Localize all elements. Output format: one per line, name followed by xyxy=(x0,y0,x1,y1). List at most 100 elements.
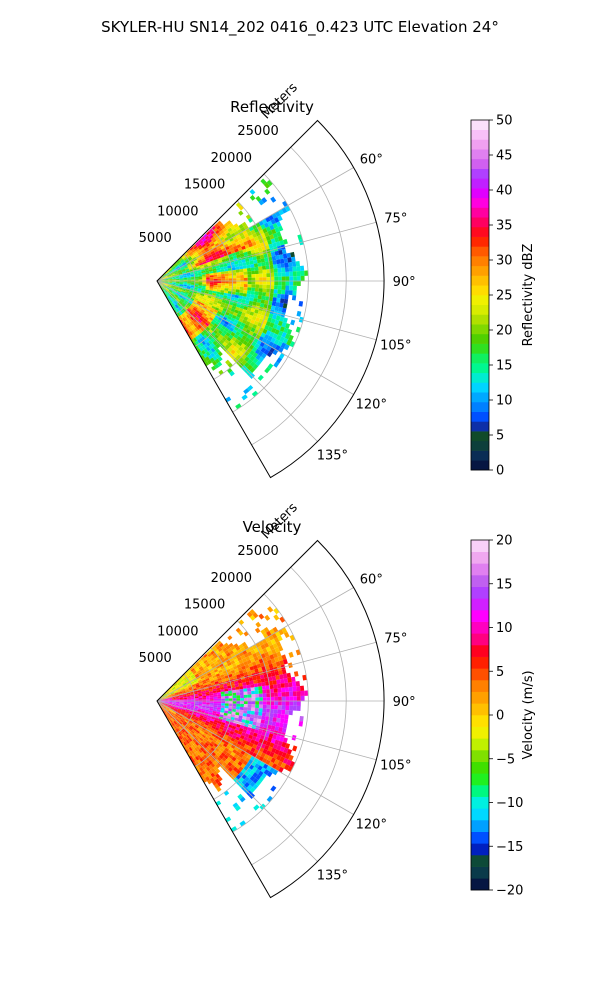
radar-gate xyxy=(280,718,285,724)
radar-gate xyxy=(199,247,204,252)
radar-gate xyxy=(238,210,244,216)
radar-gate xyxy=(237,718,243,723)
radar-gate xyxy=(206,243,211,248)
radar-gate xyxy=(209,309,214,314)
radar-gate xyxy=(197,307,202,311)
radar-gate xyxy=(204,322,210,327)
radar-gate xyxy=(257,374,264,381)
radar-gate xyxy=(163,704,168,707)
colorbar-swatch xyxy=(471,304,489,315)
radar-gate xyxy=(167,285,171,288)
radar-gate xyxy=(247,358,253,365)
radar-gate xyxy=(219,243,224,248)
radar-gate xyxy=(268,663,274,669)
radar-gate xyxy=(221,693,225,697)
radar-gate xyxy=(160,701,165,703)
radar-gate xyxy=(181,290,186,293)
radar-gate xyxy=(171,267,176,270)
radar-gate xyxy=(191,740,195,745)
radar-gate xyxy=(246,737,252,743)
radar-gate xyxy=(225,311,230,316)
radar-gate xyxy=(167,274,171,277)
radar-gate xyxy=(238,619,245,626)
radar-gate xyxy=(189,751,193,756)
radar-gate xyxy=(191,684,196,687)
radar-gate xyxy=(248,662,253,668)
radar-gate xyxy=(187,683,191,687)
radar-gate xyxy=(184,686,189,689)
radar-gate xyxy=(201,707,206,710)
radar-gate xyxy=(190,694,195,697)
radar-gate xyxy=(177,716,182,720)
radar-gate xyxy=(204,235,210,240)
radar-gate xyxy=(191,282,195,284)
radar-gate xyxy=(202,725,208,730)
radar-gate xyxy=(202,277,207,280)
radar-gate xyxy=(164,283,168,286)
radar-gate xyxy=(209,742,214,748)
radar-gate xyxy=(271,228,277,235)
radar-gate xyxy=(251,697,256,701)
radar-gate xyxy=(278,276,282,281)
radar-gate xyxy=(251,277,256,281)
radar-gate xyxy=(241,299,246,303)
radar-gate xyxy=(266,284,271,289)
radar-gate xyxy=(239,268,244,273)
radar-gate xyxy=(178,271,183,274)
radar-gate xyxy=(176,680,180,684)
radar-gate xyxy=(175,704,180,707)
radar-gate xyxy=(189,719,193,724)
radar-gate xyxy=(209,273,214,276)
radar-gate xyxy=(292,686,297,692)
radar-gate xyxy=(228,642,234,648)
radar-gate xyxy=(219,734,224,739)
radar-gate xyxy=(221,273,225,277)
radar-gate xyxy=(232,302,237,307)
radar-gate xyxy=(254,287,259,292)
radar-gate xyxy=(239,725,245,730)
radar-gate xyxy=(198,703,203,706)
radar-gate xyxy=(260,752,266,758)
radar-gate xyxy=(212,345,218,351)
colorbar-swatch xyxy=(471,236,489,247)
radar-gate xyxy=(215,293,220,297)
radar-gate xyxy=(195,254,200,259)
radar-gate xyxy=(225,300,230,305)
range-ring xyxy=(213,620,271,800)
radar-gate xyxy=(250,657,256,663)
radar-gate xyxy=(198,701,203,703)
radar-gate xyxy=(271,255,277,261)
radar-gate xyxy=(164,281,169,283)
radar-gate xyxy=(186,286,191,289)
radar-gate xyxy=(199,296,204,300)
colorbar-swatch xyxy=(471,563,489,576)
radar-gate xyxy=(276,683,282,689)
radar-gate xyxy=(190,708,194,711)
radar-gate xyxy=(168,709,173,713)
radar-gate xyxy=(194,253,199,257)
radar-gate xyxy=(232,281,237,284)
radar-gate xyxy=(269,644,275,651)
radar-gate xyxy=(241,732,246,737)
radar-gate xyxy=(249,731,255,736)
radar-gate xyxy=(167,275,172,278)
radar-gate xyxy=(194,327,199,332)
colorbar-swatch xyxy=(471,460,489,471)
radar-gate xyxy=(251,661,257,667)
radar-gate xyxy=(214,358,220,364)
radar-gate xyxy=(174,691,178,694)
radar-gate xyxy=(172,291,176,295)
radar-gate xyxy=(270,785,277,792)
radar-gate xyxy=(180,291,185,295)
radar-gate xyxy=(172,301,176,306)
radar-gate xyxy=(233,658,239,663)
radar-gate xyxy=(227,267,232,271)
radar-gate xyxy=(282,238,288,245)
radar-gate xyxy=(221,676,226,680)
radar-gate xyxy=(189,299,193,304)
radar-gate xyxy=(251,284,256,288)
radar-gate xyxy=(216,272,221,275)
radar-gate xyxy=(190,695,195,698)
colorbar-swatch xyxy=(471,440,489,451)
radar-gate xyxy=(250,327,256,333)
